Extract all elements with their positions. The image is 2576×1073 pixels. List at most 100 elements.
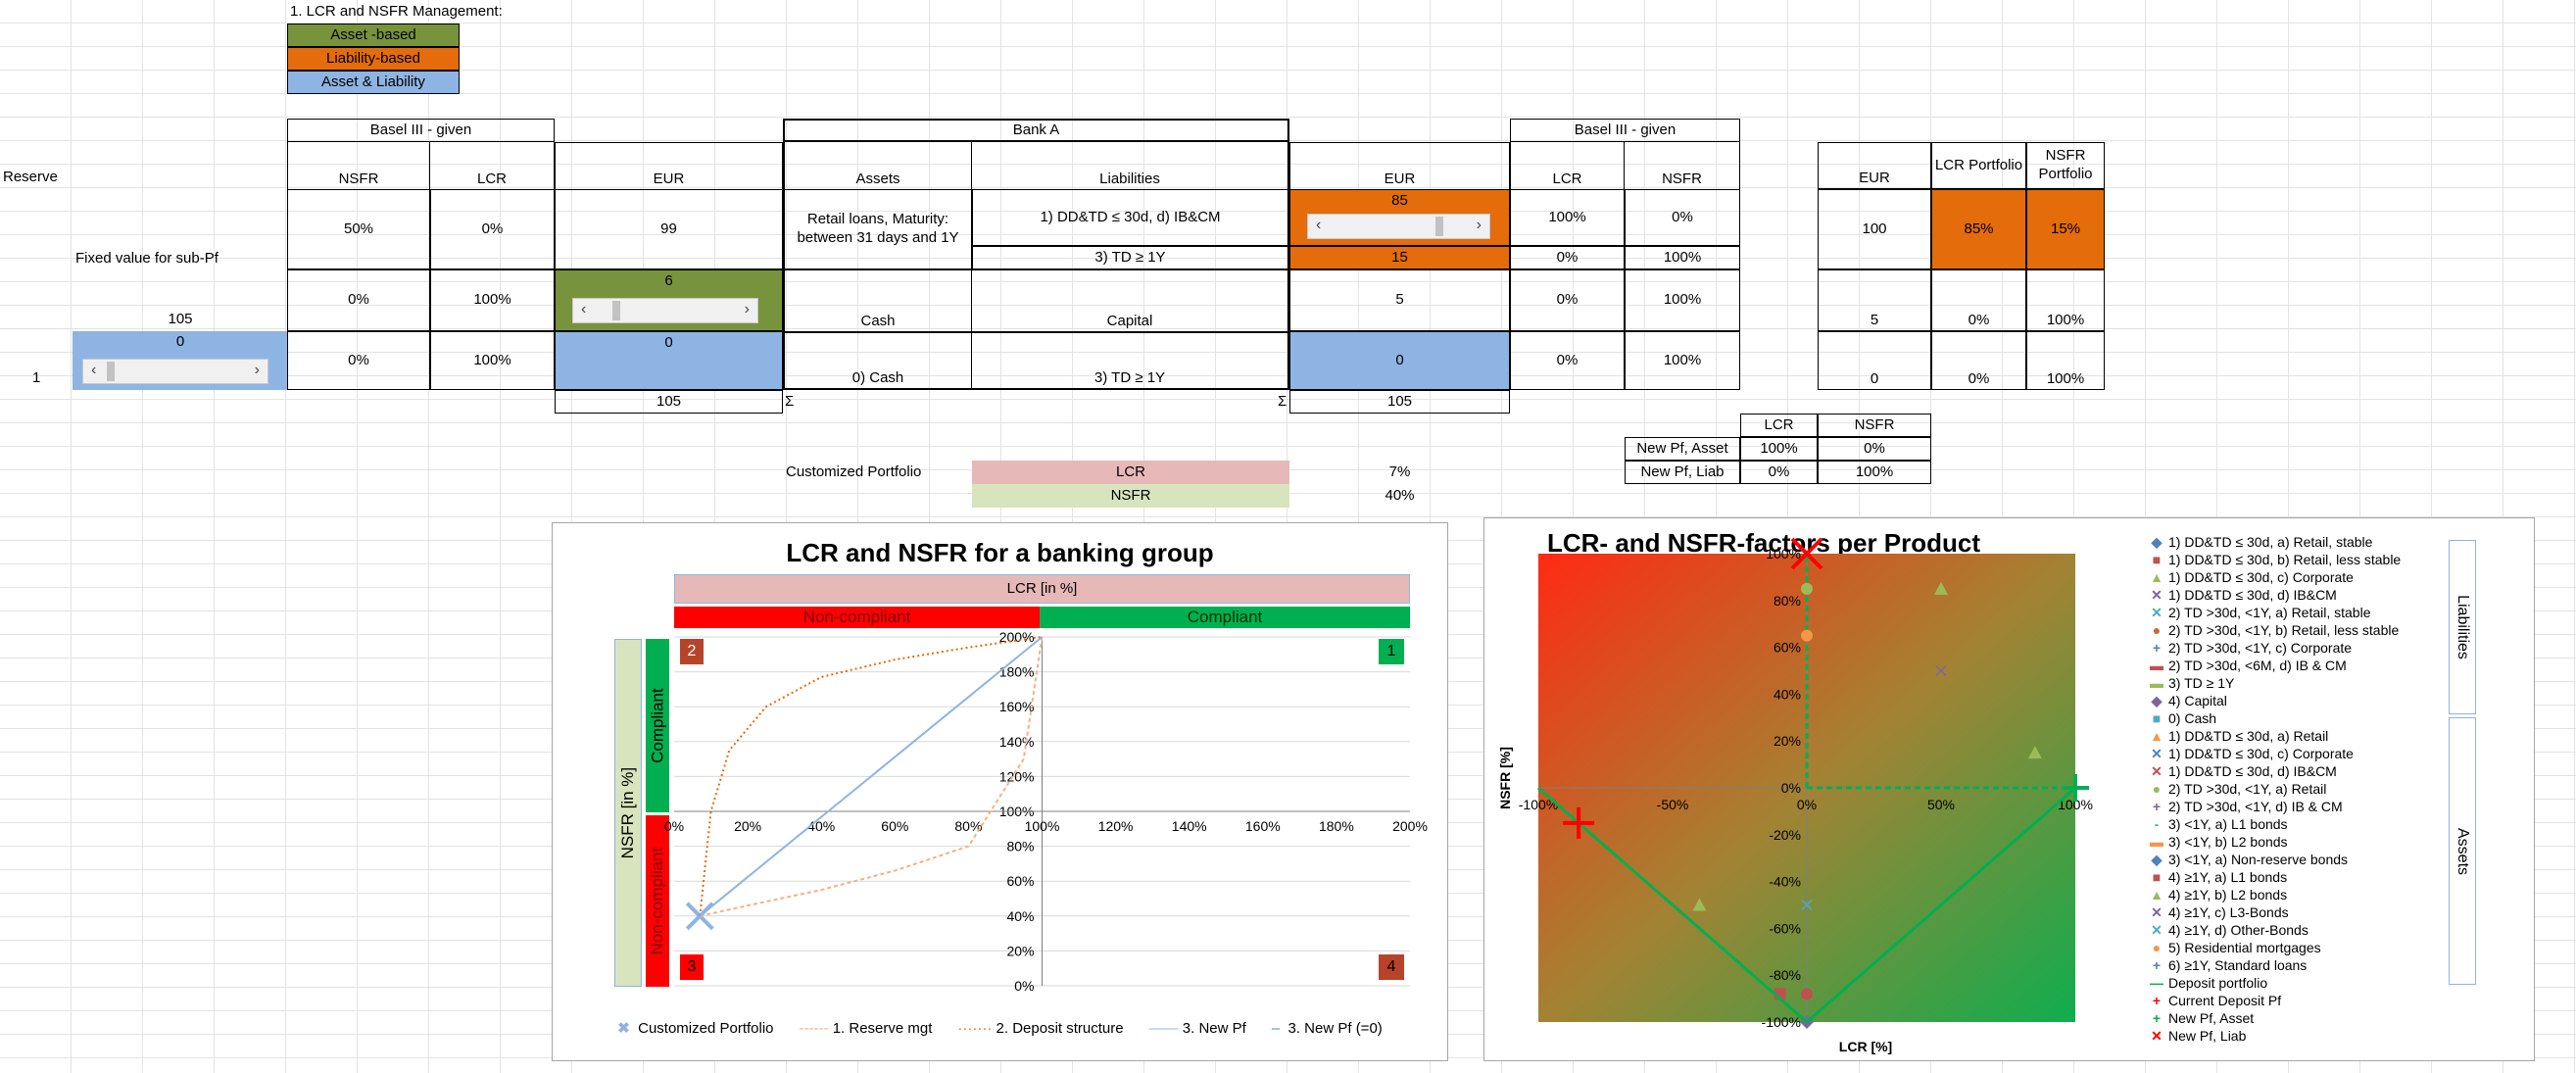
chart2-legend-item: — Deposit portfolio — [2145, 974, 2449, 992]
chart2-legend-item: ▬ 2) TD >30d, <6M, d) IB & CM — [2145, 657, 2449, 674]
legend-marker-icon: ◆ — [2151, 852, 2163, 867]
basel-right-r3-lcr: 0% — [1510, 331, 1625, 390]
x-tick-label: 20% — [734, 818, 761, 834]
y-tick-label: 180% — [999, 664, 1035, 680]
basel-left-nsfr-header: NSFR — [287, 142, 430, 189]
legend-marker-icon: ✕ — [2151, 763, 2163, 779]
y-tick-label: 140% — [999, 734, 1035, 750]
chart2-group-assets-label: Assets — [2454, 827, 2472, 875]
y-tick-label: -100% — [1762, 1014, 1801, 1030]
point-new-pf-asset — [2062, 774, 2089, 802]
line-icon: —— — [1148, 1019, 1179, 1037]
chart1-noncompliant-band: Non-compliant — [674, 607, 1040, 628]
customized-portfolio-point — [685, 902, 714, 931]
legend-label: 4) Capital — [2168, 693, 2227, 708]
dotted-line-icon: ······· — [957, 1019, 993, 1037]
eur-right-v2: 5 — [1289, 269, 1510, 331]
dashed-line-icon: ------ — [799, 1019, 829, 1037]
x-tick-label: 50% — [1927, 797, 1955, 812]
series-2-deposit-structure — [699, 636, 1043, 916]
far-r2-nsfr: 100% — [2026, 269, 2105, 331]
eur-left-v3-cell: 0 — [555, 331, 783, 390]
legend-label: 0) Cash — [2168, 710, 2217, 726]
legend-marker-icon: ▬ — [2150, 834, 2163, 850]
chart2-legend-item: ■ 1) DD&TD ≤ 30d, b) Retail, less stable — [2145, 551, 2449, 568]
basel-right-nsfr-header: NSFR — [1625, 142, 1740, 189]
y-tick-label: -60% — [1769, 920, 1801, 936]
asset-scrollbar[interactable]: ‹ › — [572, 298, 758, 323]
chart2-legend-item: -3) <1Y, a) L1 bonds — [2145, 815, 2449, 833]
blue-value: 0 — [175, 333, 185, 350]
chart1-legend: ✖ Customized Portfolio ------ 1. Reserve… — [553, 1013, 1447, 1043]
basel-right-r3-nsfr: 100% — [1625, 331, 1740, 390]
legend-label: 2) TD >30d, <1Y, c) Corporate — [2168, 640, 2353, 656]
legend-marker-icon: + — [2152, 1010, 2162, 1026]
legend-marker-icon: ● — [2152, 940, 2162, 955]
far-lcr-header: LCR Portfolio — [1931, 142, 2026, 189]
reserve-scrollbar[interactable]: ‹ › — [82, 359, 268, 384]
chart2-legend-item: ▲ 1) DD&TD ≤ 30d, a) Retail — [2145, 727, 2449, 745]
scroll-thumb[interactable] — [612, 301, 620, 320]
scroll-left-icon[interactable]: ‹ — [91, 362, 97, 378]
chart2-legend-item: ▬ 3) <1Y, b) L2 bonds — [2145, 833, 2449, 851]
legend-marker-icon: ✕ — [2151, 587, 2163, 603]
scroll-thumb[interactable] — [1435, 217, 1443, 236]
chart2-legend: ◆ 1) DD&TD ≤ 30d, a) Retail, stable ■ 1) DD… — [2145, 533, 2449, 1045]
scroll-right-icon[interactable]: › — [1476, 217, 1482, 233]
chart2-legend-item: ◆ 4) Capital — [2145, 692, 2449, 709]
chart2-plot-area: -100% -80% -60% -40% -20% 0% 20% 40% 60% 80% 100% -… — [1497, 537, 2093, 1054]
custom-label: Customized Portfolio — [786, 463, 922, 480]
custom-nsfr-label: NSFR — [972, 484, 1289, 508]
scroll-thumb[interactable] — [107, 362, 115, 381]
y-tick-label: 200% — [999, 629, 1035, 645]
chart2-ylabel: NSFR [%] — [1497, 747, 1513, 809]
chart2-legend-item: ● 2) TD >30d, <1Y, a) Retail — [2145, 780, 2449, 798]
scroll-right-icon[interactable]: › — [254, 362, 260, 378]
chart-lcr-nsfr[interactable]: LCR and NSFR for a banking group LCR [in… — [552, 522, 1448, 1061]
chart2-title: LCR- and NSFR-factors per Product — [1547, 528, 1981, 558]
x-tick-label: 120% — [1098, 818, 1134, 834]
x-tick-label: 200% — [1392, 818, 1428, 834]
point-2-td-30d-1y-a-retail-stable — [1801, 899, 1813, 911]
x-tick-label: 60% — [881, 818, 908, 834]
basel-right-r1a-nsfr: 0% — [1625, 189, 1740, 246]
quadrant-4-badge: 4 — [1379, 954, 1404, 980]
newpf-liab-lcr: 0% — [1740, 461, 1818, 484]
legend-label: 1) DD&TD ≤ 30d, a) Retail — [2168, 728, 2329, 744]
bank-asset3: 0) Cash — [783, 331, 972, 390]
custom-lcr-label: LCR — [972, 461, 1289, 484]
bank-liab1b: 3) TD ≥ 1Y — [972, 246, 1289, 269]
legend-marker-icon: ◆ — [2151, 534, 2163, 550]
series-3-new-pf — [699, 636, 1044, 917]
eur-right-v1a: 85 — [1391, 192, 1408, 209]
legend-label: 5) Residential mortgages — [2168, 940, 2321, 955]
legend-marker-icon: ● — [2152, 781, 2162, 797]
newpf-nsfr-header: NSFR — [1818, 414, 1931, 437]
newpf-lcr-header: LCR — [1740, 414, 1818, 437]
chart2-legend-item: +2) TD >30d, <1Y, d) IB & CM — [2145, 798, 2449, 815]
far-r3-nsfr: 100% — [2026, 331, 2105, 390]
y-tick-label: 80% — [1006, 839, 1034, 854]
eur-left-header: EUR — [555, 142, 783, 189]
chart-factors-per-product[interactable]: LCR- and NSFR-factors per Product -100% -… — [1483, 517, 2535, 1061]
point-1-dd-td-30d-c-corporate — [1934, 581, 1948, 595]
basel-left-r3-nsfr: 0% — [287, 331, 430, 390]
chart2-group-assets: Assets — [2449, 717, 2476, 985]
scroll-right-icon[interactable]: › — [744, 301, 750, 317]
x-tick-label: 0% — [1797, 797, 1817, 812]
far-r3-eur: 0 — [1818, 331, 1931, 390]
basel-left-title: Basel III - given — [287, 119, 555, 142]
legend-marker-icon: ▲ — [2150, 569, 2163, 585]
x-tick-label: 0% — [664, 818, 684, 834]
legend-marker-icon: ◆ — [2151, 693, 2163, 708]
legend-label: 2) TD >30d, <6M, d) IB & CM — [2168, 658, 2347, 673]
basel-right-r1a-lcr: 100% — [1510, 189, 1625, 246]
scroll-left-icon[interactable]: ‹ — [581, 301, 587, 317]
chart2-legend-item: + New Pf, Asset — [2145, 1009, 2449, 1027]
far-r1-eur: 100 — [1818, 189, 1931, 269]
newpf-liab-label: New Pf, Liab — [1625, 461, 1740, 484]
liability-scrollbar[interactable]: ‹ › — [1307, 214, 1490, 239]
legend-liability-based: Liability-based — [287, 47, 460, 71]
scroll-left-icon[interactable]: ‹ — [1316, 217, 1322, 233]
row-index: 1 — [32, 369, 41, 386]
